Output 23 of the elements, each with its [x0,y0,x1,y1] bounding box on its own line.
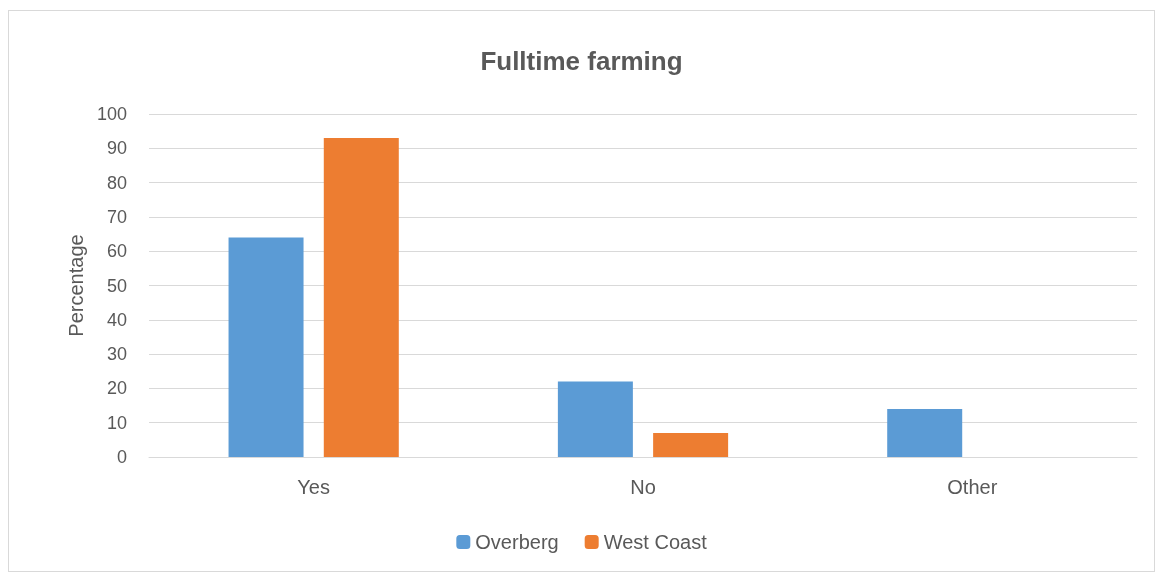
bar [653,432,729,457]
bar [228,237,304,457]
y-tick-label: 40 [106,309,127,330]
y-tick-label: 90 [106,138,127,159]
y-tick-label: 10 [106,412,127,433]
chart-title: Fulltime farming [480,46,683,76]
y-tick-label: 0 [116,447,127,467]
bar [557,381,633,457]
legend-label: West Coast [603,531,708,553]
x-tick-label: Other [947,476,998,498]
x-tick-label: Yes [297,476,330,498]
y-tick-label: 70 [106,206,127,227]
y-tick-label: 50 [106,275,127,296]
y-tick-label: 20 [106,378,127,399]
bar [323,138,399,457]
y-tick-label: 60 [106,241,127,262]
bar [887,408,963,457]
y-axis-title: Percentage [65,234,88,337]
y-tick-label: 100 [96,104,127,124]
legend-label: Overberg [475,531,559,553]
x-tick-label: No [630,476,656,498]
y-tick-label: 80 [106,172,127,193]
y-tick-label: 30 [106,344,127,365]
